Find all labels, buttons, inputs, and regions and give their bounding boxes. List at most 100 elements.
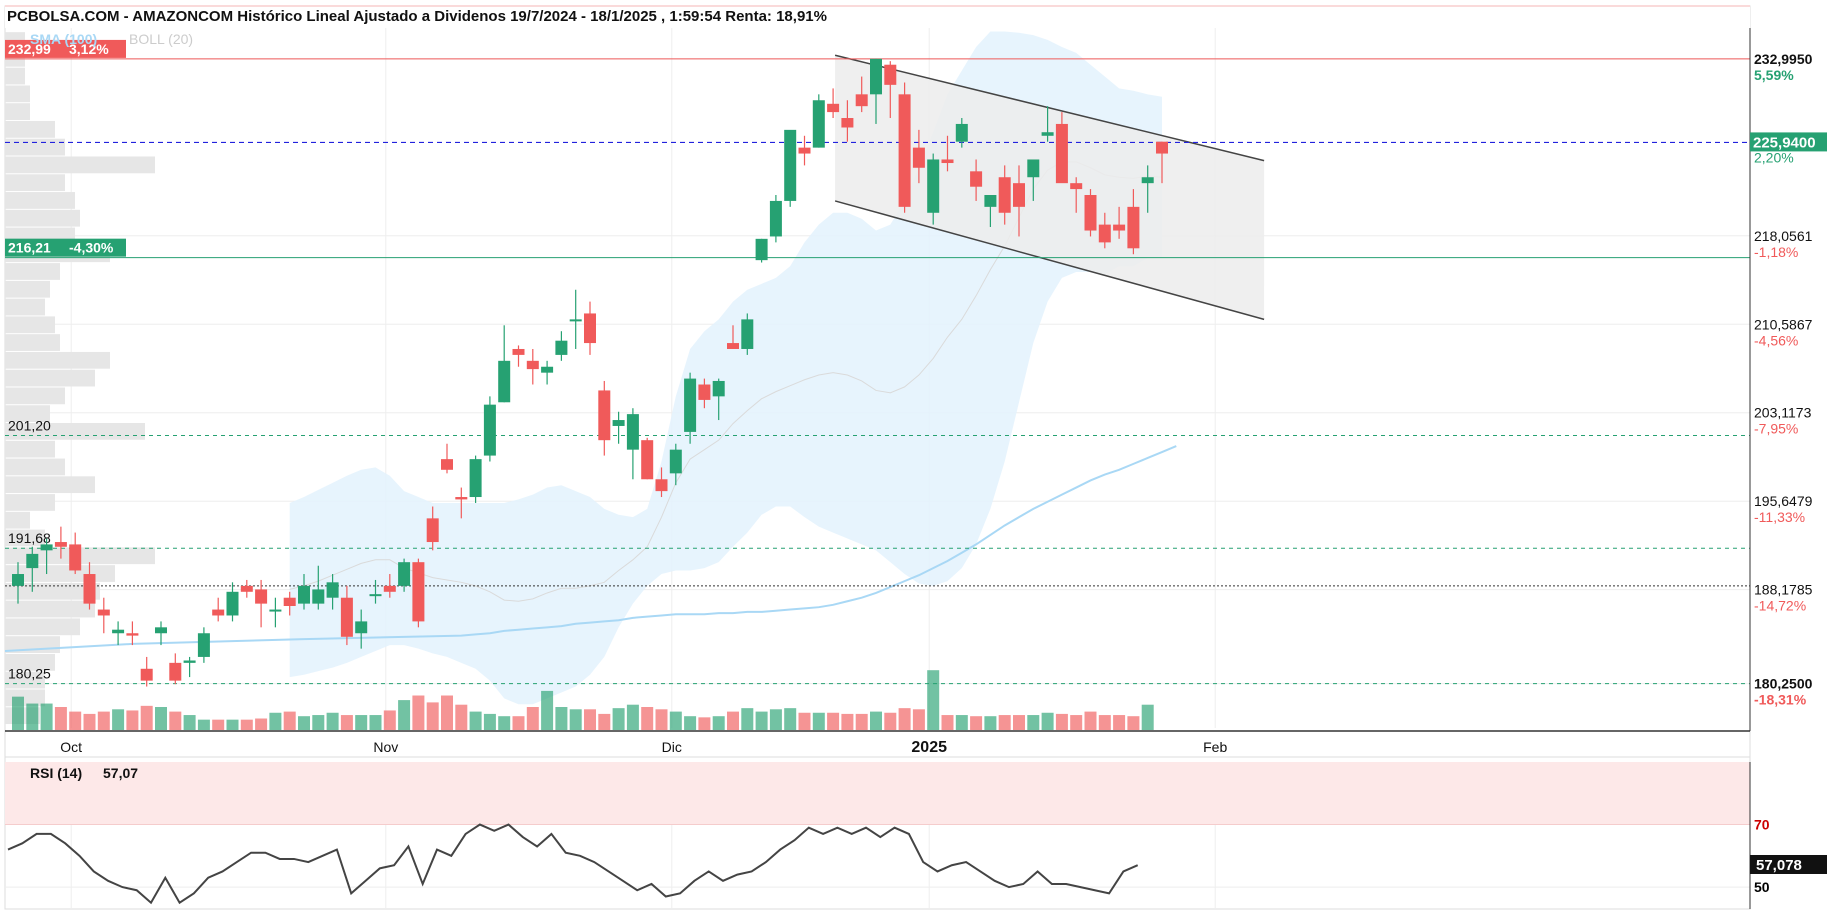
candle-body-49 [712, 380, 725, 397]
y-tick-pct-4: -11,33% [1754, 509, 1805, 525]
volume-bar-41 [598, 713, 611, 730]
volume-bar-28 [412, 695, 425, 730]
candle-body-34 [498, 360, 511, 403]
candle-body-39 [569, 319, 582, 322]
volume-bar-39 [569, 709, 582, 730]
volume-bar-29 [426, 702, 439, 730]
rsi-line [7, 823, 1139, 905]
y-tick-pct-6: -18,31% [1754, 692, 1807, 708]
candle-body-29 [426, 518, 439, 543]
volume-bar-67 [970, 716, 983, 730]
candle-body-9 [140, 668, 153, 681]
rsi-current-text: 57,078 [1756, 857, 1802, 874]
volume-bar-51 [741, 708, 754, 730]
price-panel: 232,99 3,12% 216,21 -4,30% 201,20 191,68 180,2… [4, 28, 1827, 909]
volume-bar-13 [197, 719, 210, 730]
chart-title: PCBOLSA.COM - AMAZONCOM Histórico Lineal… [7, 8, 827, 25]
volume-profile-bar [5, 209, 80, 227]
volume-bar-22 [326, 712, 339, 730]
candle-body-65 [941, 159, 954, 164]
x-tick-label-3: 2025 [911, 739, 947, 756]
volume-bar-19 [283, 711, 296, 730]
volume-bar-56 [812, 712, 825, 730]
y-tick-pct-2: -4,56% [1754, 332, 1798, 348]
candle-body-36 [526, 360, 539, 370]
candle-body-24 [355, 621, 368, 634]
rsi-value-label: 57,07 [103, 765, 138, 781]
volume-profile-bar [5, 67, 25, 85]
volume-bar-64 [927, 670, 940, 730]
candle-body-64 [927, 159, 940, 213]
sma-legend[interactable]: SMA (100) [30, 31, 97, 47]
candle-body-6 [97, 609, 110, 616]
volume-bar-23 [340, 715, 353, 730]
volume-bar-15 [226, 719, 239, 730]
candle-body-79 [1141, 177, 1154, 184]
candle-body-35 [512, 348, 525, 355]
volume-bar-6 [97, 711, 110, 730]
rsi-tick-0: 70 [1754, 817, 1770, 833]
candle-body-1 [26, 553, 39, 569]
volume-bar-33 [483, 713, 496, 730]
volume-bar-69 [998, 715, 1011, 730]
candle-body-71 [1027, 159, 1040, 178]
volume-profile-bar [5, 120, 55, 138]
candle-body-33 [483, 404, 496, 456]
volume-bar-16 [240, 719, 253, 730]
rsi-tick-1: 50 [1754, 879, 1770, 895]
candle-body-20 [298, 585, 310, 604]
candle-body-62 [898, 94, 911, 207]
volume-bar-36 [526, 707, 539, 730]
candle-body-16 [240, 585, 253, 592]
level-label-2: 201,20 [8, 417, 51, 433]
candle-body-59 [855, 94, 868, 107]
rsi-current-badge [1750, 854, 1827, 874]
candle-body-27 [398, 562, 411, 586]
volume-bar-47 [684, 716, 697, 730]
level-label-5: 180,25 [8, 666, 51, 682]
volume-bar-66 [955, 715, 968, 730]
candle-body-22 [326, 582, 339, 598]
candle-body-68 [984, 195, 997, 207]
candle-body-56 [812, 100, 825, 148]
candle-body-8 [126, 633, 139, 636]
volume-bar-68 [984, 716, 997, 730]
candle-body-4 [69, 544, 82, 571]
candle-body-32 [469, 459, 482, 498]
y-tick-label-1: 218,0561 [1754, 228, 1813, 244]
volume-bar-20 [298, 716, 310, 730]
volume-profile-bar [5, 85, 30, 103]
volume-profile-bar [5, 316, 55, 334]
volume-bar-42 [612, 708, 625, 730]
candle-body-23 [340, 597, 353, 637]
candle-body-48 [698, 384, 711, 400]
volume-bar-49 [712, 716, 725, 730]
volume-bar-57 [827, 712, 840, 730]
volume-profile-bar [5, 405, 50, 423]
candle-body-30 [441, 459, 453, 470]
y-tick-label-3: 203,1173 [1754, 405, 1812, 421]
volume-bar-54 [784, 708, 797, 730]
volume-bar-72 [1041, 712, 1054, 730]
volume-bar-10 [155, 707, 167, 730]
volume-bar-26 [383, 710, 396, 730]
candle-body-60 [870, 58, 882, 95]
level-badge-pct-0: 3,12% [69, 41, 109, 57]
volume-bar-32 [469, 711, 482, 730]
volume-profile-bar [5, 618, 80, 636]
candle-body-10 [155, 627, 167, 634]
candle-body-7 [112, 629, 125, 634]
candle-body-77 [1113, 224, 1126, 231]
candle-body-46 [669, 449, 682, 474]
current-price-text: 225,9400 [1753, 134, 1816, 151]
volume-bar-1 [26, 703, 39, 730]
candle-body-42 [612, 420, 625, 426]
level-badge-text-1: 216,21 [8, 240, 51, 256]
candle-body-37 [541, 366, 554, 373]
y-tick-label-2: 210,5867 [1754, 316, 1813, 332]
volume-bar-8 [126, 710, 139, 730]
candle-body-43 [626, 414, 639, 450]
volume-bar-74 [1070, 715, 1083, 730]
boll-legend[interactable]: BOLL (20) [129, 31, 193, 47]
